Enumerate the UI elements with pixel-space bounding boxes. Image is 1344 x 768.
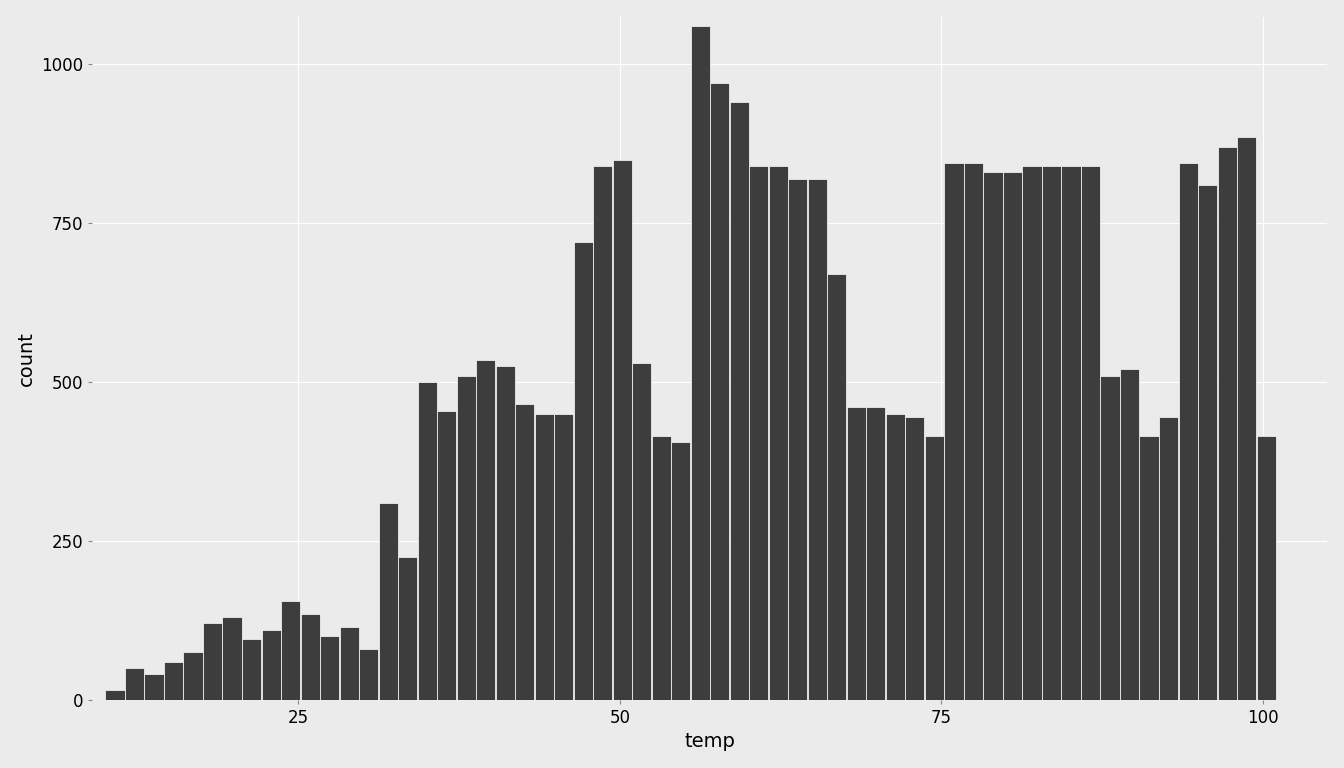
Bar [710, 84, 730, 700]
Bar [691, 26, 710, 700]
Bar [515, 404, 535, 700]
Bar [242, 640, 261, 700]
Bar [886, 414, 905, 700]
Bar [340, 627, 359, 700]
Bar [945, 163, 964, 700]
Bar [632, 363, 652, 700]
Bar [847, 408, 866, 700]
Bar [203, 624, 222, 700]
Bar [593, 166, 613, 700]
Bar [476, 359, 495, 700]
Bar [1062, 166, 1081, 700]
Bar [789, 179, 808, 700]
Bar [398, 557, 417, 700]
Bar [828, 274, 847, 700]
Bar [964, 163, 982, 700]
Bar [105, 690, 125, 700]
Bar [769, 166, 788, 700]
Bar [906, 417, 925, 700]
Bar [984, 172, 1003, 700]
Bar [1257, 436, 1275, 700]
Y-axis label: count: count [16, 331, 36, 386]
Bar [437, 411, 456, 700]
X-axis label: temp: temp [684, 733, 735, 751]
Bar [281, 601, 300, 700]
Bar [1042, 166, 1060, 700]
Bar [1140, 436, 1159, 700]
Bar [184, 652, 203, 700]
Bar [1081, 166, 1101, 700]
Bar [496, 366, 515, 700]
Bar [320, 636, 339, 700]
Bar [1179, 163, 1198, 700]
Bar [1101, 376, 1120, 700]
Bar [750, 166, 769, 700]
Bar [1159, 417, 1179, 700]
Bar [574, 242, 593, 700]
Bar [1023, 166, 1042, 700]
Bar [1120, 369, 1140, 700]
Bar [144, 674, 164, 700]
Bar [535, 414, 554, 700]
Bar [1198, 185, 1218, 700]
Bar [1003, 172, 1021, 700]
Bar [262, 630, 281, 700]
Bar [301, 614, 320, 700]
Bar [652, 436, 671, 700]
Bar [125, 668, 144, 700]
Bar [418, 382, 437, 700]
Bar [359, 649, 378, 700]
Bar [457, 376, 476, 700]
Bar [554, 414, 574, 700]
Bar [925, 436, 943, 700]
Bar [1218, 147, 1236, 700]
Bar [671, 442, 691, 700]
Bar [808, 179, 827, 700]
Bar [730, 102, 749, 700]
Bar [379, 503, 398, 700]
Bar [223, 617, 242, 700]
Bar [867, 408, 886, 700]
Bar [613, 160, 632, 700]
Bar [164, 661, 183, 700]
Bar [1236, 137, 1257, 700]
